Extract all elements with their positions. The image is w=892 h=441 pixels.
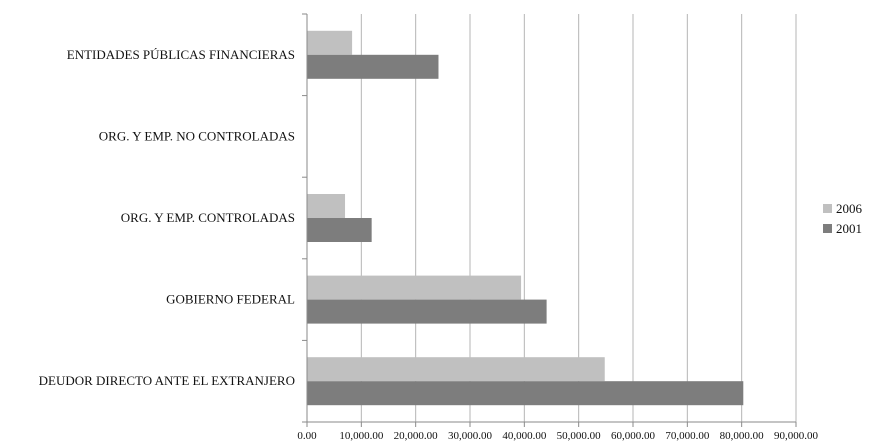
gridlines <box>360 14 797 422</box>
x-tick-label: 0.00 <box>297 430 317 441</box>
legend-label-2006: 2006 <box>836 201 863 216</box>
bar-2006 <box>307 194 346 218</box>
bar-2001 <box>307 299 547 324</box>
x-tick-label: 90,000.00 <box>774 430 819 441</box>
category-labels: ENTIDADES PÚBLICAS FINANCIERAS ORG. Y EMP… <box>39 47 295 388</box>
x-tick-label: 50,000.00 <box>557 430 602 441</box>
bar-2001 <box>307 218 372 242</box>
bars <box>307 30 744 406</box>
category-label: GOBIERNO FEDERAL <box>166 292 295 307</box>
bar-2006 <box>307 30 353 55</box>
legend-label-2001: 2001 <box>836 221 862 236</box>
category-label: ORG. Y EMP. NO CONTROLADAS <box>99 128 295 143</box>
x-tick-label: 10,000.00 <box>339 430 384 441</box>
category-label: DEUDOR DIRECTO ANTE EL EXTRANJERO <box>39 373 295 388</box>
x-tick-label: 60,000.00 <box>611 430 656 441</box>
bar-2001 <box>307 381 744 406</box>
axes <box>302 13 797 427</box>
legend-swatch-2006 <box>823 204 832 213</box>
bar-2006 <box>307 275 522 300</box>
x-tick-label: 40,000.00 <box>502 430 547 441</box>
x-tick-label: 30,000.00 <box>448 430 493 441</box>
category-label: ORG. Y EMP. CONTROLADAS <box>121 210 295 225</box>
bar-2001 <box>307 54 439 79</box>
x-tick-label: 70,000.00 <box>665 430 710 441</box>
x-tick-label: 80,000.00 <box>720 430 765 441</box>
legend: 2006 2001 <box>823 201 863 236</box>
category-label: ENTIDADES PÚBLICAS FINANCIERAS <box>67 47 295 62</box>
x-tick-labels: 0.00 10,000.00 20,000.00 30,000.00 40,000.00… <box>297 430 818 441</box>
x-tick-label: 20,000.00 <box>394 430 439 441</box>
bar-2006 <box>307 357 605 382</box>
legend-swatch-2001 <box>823 224 832 233</box>
